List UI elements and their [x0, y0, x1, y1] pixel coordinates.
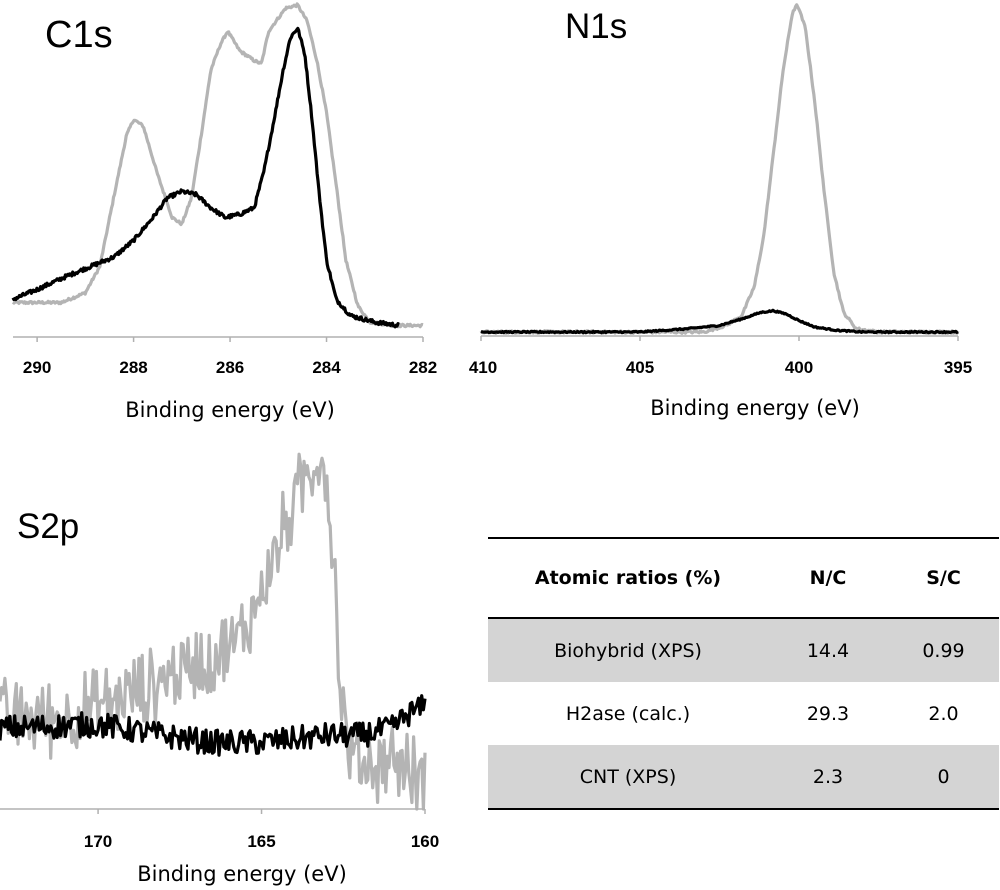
x-tick-label: 165	[247, 832, 275, 851]
table-row: CNT (XPS) 2.3 0	[488, 745, 999, 809]
s2p-black-trace	[0, 694, 427, 757]
n1s-title: N1s	[565, 7, 627, 46]
n1s-panel: 410 405 400 395 N1s Binding energy (eV)	[469, 3, 972, 420]
x-tick-label: 284	[312, 358, 341, 377]
x-tick-label: 170	[84, 832, 112, 851]
table-header-row: Atomic ratios (%) N/C S/C	[488, 538, 999, 618]
atomic-ratios-table: Atomic ratios (%) N/C S/C Biohybrid (XPS…	[488, 537, 999, 810]
c1s-black-trace	[11, 26, 400, 329]
x-tick-label: 400	[785, 358, 813, 377]
row-nc: 29.3	[806, 702, 850, 725]
x-tick-label: 282	[409, 358, 437, 377]
table-row: Biohybrid (XPS) 14.4 0.99	[488, 618, 999, 682]
n1s-gray-trace	[479, 3, 960, 335]
x-tick-label: 395	[944, 358, 972, 377]
n1s-black-trace	[480, 308, 959, 335]
table-row: H2ase (calc.) 29.3 2.0	[488, 682, 999, 745]
row-sc: 2.0	[928, 702, 959, 725]
s2p-ticks: 170 165 160	[84, 809, 439, 851]
c1s-x-axis-label: Binding energy (eV)	[125, 398, 335, 422]
s2p-x-axis-label: Binding energy (eV)	[137, 862, 347, 886]
x-tick-label: 160	[411, 832, 439, 851]
s2p-gray-trace	[0, 452, 427, 811]
header-sc: S/C	[926, 567, 961, 589]
s2p-title: S2p	[17, 507, 79, 546]
header-nc: N/C	[809, 567, 847, 589]
c1s-panel: 290 288 286 284 282 C1s Binding energy (eV)	[11, 2, 437, 422]
x-tick-label: 288	[119, 358, 147, 377]
row-nc: 14.4	[806, 639, 850, 662]
row-sc: 0	[937, 765, 950, 788]
row-label: Biohybrid (XPS)	[554, 639, 702, 662]
x-tick-label: 405	[626, 358, 654, 377]
c1s-title: C1s	[45, 14, 113, 56]
row-nc: 2.3	[812, 765, 844, 788]
n1s-x-axis-label: Binding energy (eV)	[650, 396, 860, 420]
x-tick-label: 290	[23, 358, 51, 377]
row-label: H2ase (calc.)	[565, 702, 691, 725]
x-tick-label: 410	[469, 358, 497, 377]
c1s-ticks: 290 288 286 284 282	[23, 337, 437, 377]
row-label: CNT (XPS)	[579, 765, 677, 788]
row-sc: 0.99	[922, 639, 965, 662]
n1s-ticks: 410 405 400 395	[469, 336, 972, 377]
x-tick-label: 286	[216, 358, 244, 377]
header-atomic-ratios: Atomic ratios (%)	[534, 567, 722, 589]
s2p-panel: 170 165 160 S2p Binding energy (eV)	[0, 452, 439, 886]
c1s-gray-trace	[11, 2, 424, 329]
